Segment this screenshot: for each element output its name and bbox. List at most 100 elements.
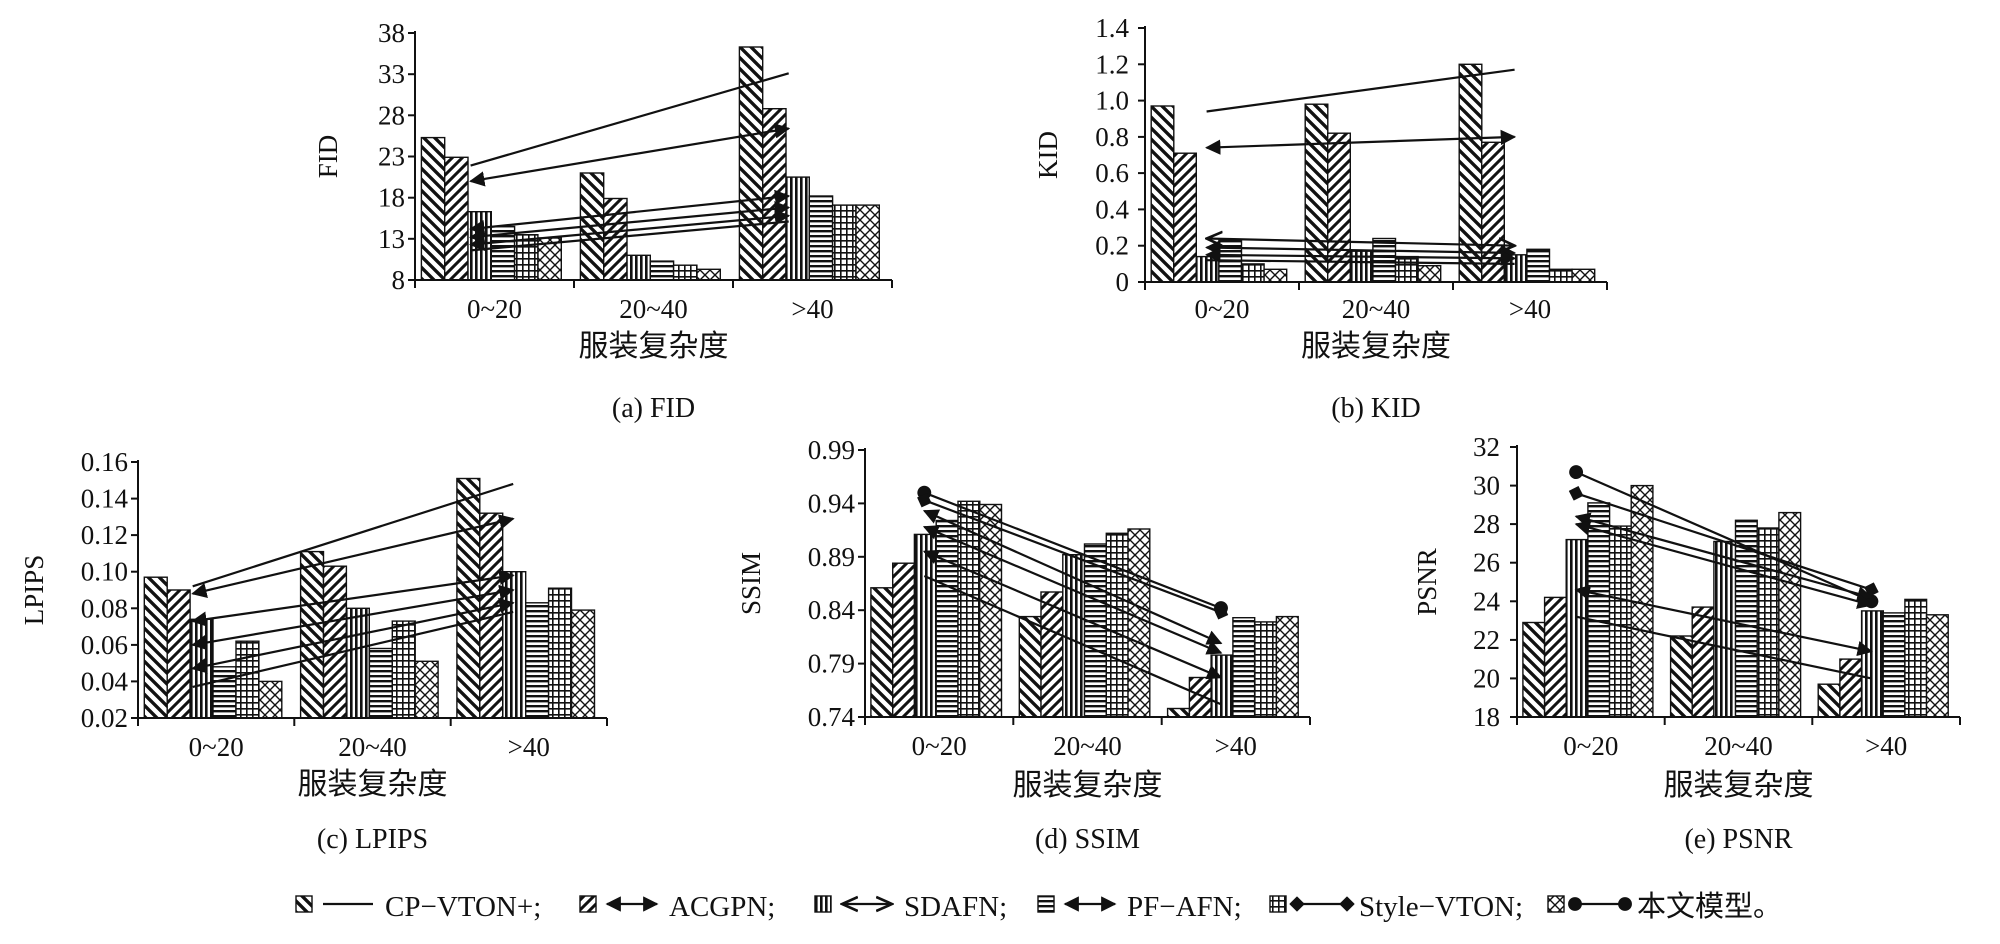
chart-caption: (a) FID [612, 393, 695, 424]
bar-acgpn-1 [603, 197, 628, 281]
trend-line-4 [1574, 584, 1873, 657]
y-tick-label: 0.04 [81, 666, 129, 696]
y-tick-label: 0.94 [808, 488, 856, 518]
bar-cp-vton--2 [1458, 63, 1483, 283]
y-tick-label: 0.79 [808, 649, 855, 679]
bar-style-vton-0 [235, 640, 260, 719]
fid-chart: 8 13 18 23 28 33 38 0~20 20~40 >40 FID 服装复杂度 (a) FID [313, 18, 893, 424]
y-tick-label: 1.2 [1095, 49, 1129, 79]
bar-pf-afn-2 [525, 602, 550, 719]
legend-label: PF−AFN; [1127, 891, 1242, 923]
psnr-chart: 18 20 22 24 26 28 30 32 0~20 20~40 >40 PSNR 服装复杂度 (e)… [1412, 432, 1961, 855]
bar-style-vton-2 [1548, 268, 1573, 283]
x-tick-label: 0~20 [189, 732, 244, 762]
bar-cp-vton--1 [1018, 615, 1042, 718]
x-tick-label: >40 [1865, 731, 1907, 761]
bar---2 [1571, 268, 1596, 283]
bar-acgpn-0 [1543, 596, 1567, 718]
x-tick-label: 20~40 [1704, 731, 1773, 761]
bar-acgpn-1 [1326, 132, 1351, 283]
y-tick-label: 0.99 [808, 435, 855, 465]
bar-cp-vton--0 [870, 587, 894, 718]
bar-sdafn-0 [467, 210, 492, 281]
y-tick-label: 20 [1473, 663, 1500, 693]
y-axis-title: FID [313, 135, 343, 179]
trend-line-5 [923, 574, 1222, 706]
bar-acgpn-2 [1480, 141, 1505, 283]
legend-swatch [1269, 895, 1287, 913]
y-tick-label: 0.08 [81, 593, 128, 623]
x-axis-title: 服装复杂度 [1013, 769, 1163, 802]
x-axis-title: 服装复杂度 [298, 768, 448, 801]
y-tick-label: 0.84 [808, 595, 856, 625]
bar-sdafn-0 [1565, 538, 1589, 718]
bar-style-vton-2 [547, 587, 573, 719]
y-tick-label: 0.8 [1095, 122, 1129, 152]
bar-cp-vton--0 [1150, 105, 1175, 283]
chart-caption: (e) PSNR [1684, 824, 1792, 855]
bar-pf-afn-1 [1372, 237, 1397, 283]
bar-style-vton-0 [513, 233, 539, 281]
y-axis-title: LPIPS [19, 555, 49, 626]
bar-sdafn-0 [913, 533, 937, 718]
lpips-chart: 0.02 0.04 0.06 0.08 0.10 0.12 0.14 0.16 0~20 20~4… [19, 447, 608, 855]
x-tick-label: 0~20 [467, 294, 522, 324]
legend-item: 本文模型。 [1547, 890, 1782, 923]
y-tick-label: 18 [1473, 702, 1500, 732]
bar-pf-afn-0 [1587, 502, 1611, 718]
y-tick-label: 0.6 [1095, 158, 1129, 188]
bar-style-vton-1 [1394, 255, 1419, 283]
bar-pf-afn-2 [808, 195, 834, 281]
bar---2 [1275, 615, 1299, 718]
legend-swatch [579, 895, 597, 913]
bar-sdafn-1 [626, 254, 651, 281]
legend-swatch [295, 895, 313, 913]
trend-line-5 [192, 610, 514, 688]
x-axis-title: 服装复杂度 [1301, 330, 1451, 363]
bar-cp-vton--0 [420, 136, 446, 281]
legend-item: CP−VTON+; [295, 891, 541, 923]
bar-pf-afn-2 [1232, 617, 1256, 718]
y-tick-label: 0 [1116, 267, 1130, 297]
bar-style-vton-2 [1253, 621, 1278, 718]
y-tick-label: 24 [1473, 586, 1501, 616]
y-tick-label: 0.12 [81, 520, 128, 550]
bar-pf-afn-0 [212, 666, 237, 719]
x-tick-label: >40 [791, 294, 833, 324]
bar-acgpn-2 [762, 107, 787, 281]
x-tick-label: >40 [1215, 731, 1257, 761]
bar---1 [1778, 511, 1802, 718]
y-tick-label: 28 [1473, 509, 1500, 539]
bar-acgpn-1 [1691, 606, 1715, 718]
y-tick-label: 8 [392, 265, 406, 295]
y-tick-label: 0.4 [1095, 194, 1129, 224]
y-axis-title: SSIM [736, 552, 766, 615]
y-axis-title: PSNR [1412, 548, 1442, 616]
bar---1 [1417, 265, 1442, 283]
legend-label: 本文模型。 [1637, 890, 1782, 923]
bar-acgpn-2 [1188, 676, 1212, 718]
x-tick-label: 0~20 [1194, 294, 1249, 324]
legend-swatch [1547, 895, 1565, 913]
trend-line-4 [922, 549, 1223, 680]
kid-chart: 0 0.2 0.4 0.6 0.8 1.0 1.2 1.4 0~20 20~40 >40 KID 服装复… [1033, 13, 1608, 424]
trend-line-1 [469, 123, 791, 187]
legend-label: Style−VTON; [1359, 891, 1523, 923]
y-tick-label: 30 [1473, 471, 1500, 501]
bar-sdafn-1 [345, 607, 370, 719]
bar-cp-vton--0 [143, 576, 168, 719]
legend-item: PF−AFN; [1037, 891, 1242, 923]
y-tick-label: 0.14 [81, 484, 129, 514]
bar-acgpn-2 [1839, 658, 1863, 718]
bar-pf-afn-2 [1882, 612, 1906, 718]
x-axis-title: 服装复杂度 [1664, 769, 1814, 802]
legend-label: SDAFN; [904, 891, 1007, 923]
legend-swatch [814, 895, 832, 913]
y-tick-label: 0.89 [808, 542, 855, 572]
bar-pf-afn-0 [935, 519, 959, 718]
y-axis-title: KID [1033, 131, 1063, 179]
bar-sdafn-2 [502, 571, 527, 719]
bar-acgpn-0 [444, 156, 469, 281]
trend-line-5 [1575, 615, 1872, 680]
y-tick-label: 33 [378, 59, 405, 89]
